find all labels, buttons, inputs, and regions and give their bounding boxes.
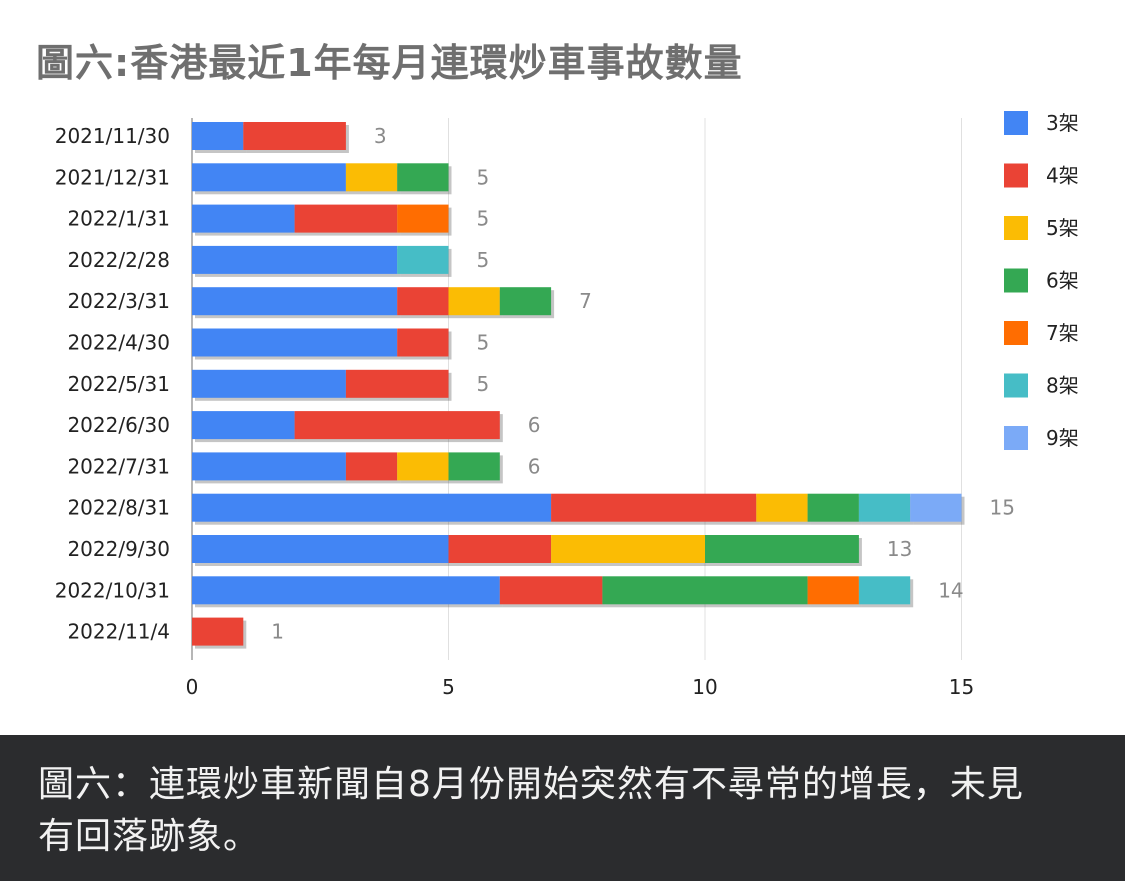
- bar-segment: [807, 576, 859, 605]
- legend-swatch: [1004, 373, 1028, 398]
- bar-total-label: 15: [990, 496, 1015, 520]
- category-label: 2021/11/30: [55, 124, 170, 148]
- category-axis: 2021/11/30 2021/12/31 2022/1/31 2022/2/28 20…: [55, 124, 170, 644]
- bar-segment: [192, 493, 552, 522]
- x-tick-label: 15: [949, 675, 974, 699]
- x-tick-label: 10: [692, 675, 717, 699]
- bar-segment: [192, 204, 295, 233]
- bar-total-label: 5: [477, 331, 490, 355]
- bar-segment: [397, 163, 449, 192]
- bar-total-label: 6: [528, 413, 541, 437]
- bar-segment: [397, 328, 449, 357]
- bar-series: [192, 122, 965, 649]
- bar-segment: [397, 245, 449, 274]
- legend-label: 3架: [1046, 111, 1079, 135]
- bar-segment: [192, 122, 244, 150]
- legend-swatch: [1004, 321, 1028, 345]
- bar-segment: [192, 535, 449, 563]
- bar-segment: [192, 411, 295, 440]
- category-label: 2022/7/31: [67, 454, 170, 478]
- legend-label: 8架: [1046, 374, 1079, 398]
- bar-total-label: 13: [887, 537, 912, 561]
- bar-total-label: 14: [938, 578, 963, 602]
- legend-label: 7架: [1046, 321, 1079, 345]
- legend-swatch: [1004, 111, 1028, 135]
- x-tick-label: 0: [186, 675, 199, 699]
- caption-bar: 圖六：連環炒車新聞自8月份開始突然有不尋常的增長，未見有回落跡象。: [0, 735, 1125, 881]
- bar-segment: [192, 617, 244, 646]
- category-label: 2022/6/30: [67, 413, 170, 437]
- bar-segment: [448, 287, 500, 316]
- category-label: 2022/9/30: [67, 537, 170, 561]
- bar-segment: [345, 163, 398, 192]
- stacked-bar-chart: 2021/11/30 2021/12/31 2022/1/31 2022/2/28 20…: [55, 111, 1079, 699]
- legend-swatch: [1004, 426, 1028, 450]
- legend-label: 9架: [1046, 426, 1079, 450]
- category-label: 2022/4/30: [67, 331, 170, 355]
- caption-text: 圖六：連環炒車新聞自8月份開始突然有不尋常的增長，未見有回落跡象。: [38, 764, 1024, 857]
- bar-segment: [705, 535, 859, 563]
- bar-total-label: 7: [579, 289, 592, 313]
- bar-segment: [192, 452, 346, 481]
- legend-label: 5架: [1046, 216, 1079, 240]
- category-label: 2022/5/31: [67, 372, 170, 396]
- bar-total-label: 5: [477, 248, 490, 272]
- bar-segment: [192, 369, 346, 398]
- legend-label: 4架: [1046, 164, 1079, 188]
- legend-swatch: [1004, 216, 1028, 240]
- bar-total-label: 1: [271, 620, 284, 644]
- bar-segment: [448, 452, 500, 481]
- legend-swatch: [1004, 268, 1028, 293]
- bar-segment: [192, 163, 346, 192]
- bar-total-label: 3: [374, 124, 387, 148]
- bar-segment: [551, 535, 705, 563]
- bar-segment: [192, 328, 398, 357]
- bar-segment: [192, 245, 398, 274]
- bar-segment: [448, 535, 552, 563]
- bar-segment: [243, 122, 346, 150]
- chart-figure: 圖六:香港最近1年每月連環炒車事故數量 2021/11/30 2021/12/31…: [36, 41, 1079, 699]
- bar-segment: [345, 452, 398, 481]
- bar-segment: [192, 287, 398, 316]
- bar-segment: [858, 493, 911, 522]
- legend: 3架 4架 5架 6架 7架 8架 9架: [1004, 111, 1079, 450]
- bar-segment: [807, 493, 859, 522]
- bar-segment: [499, 287, 552, 316]
- bar-segment: [397, 204, 449, 233]
- bar-segment: [294, 411, 500, 440]
- bar-segment: [397, 287, 449, 316]
- bar-segment: [551, 493, 757, 522]
- bar-segment: [192, 576, 500, 605]
- category-label: 2021/12/31: [55, 165, 170, 189]
- legend-label: 6架: [1046, 269, 1079, 293]
- legend-swatch: [1004, 163, 1028, 188]
- category-label: 2022/1/31: [67, 207, 170, 231]
- category-label: 2022/10/31: [55, 578, 170, 602]
- total-labels: 3 5 5 5 7 5 5 6 6 15 13 14 1: [271, 124, 1015, 644]
- bar-total-label: 5: [477, 207, 490, 231]
- value-axis: 0 5 10 15: [186, 675, 975, 699]
- bar-total-label: 5: [477, 372, 490, 396]
- chart-title: 圖六:香港最近1年每月連環炒車事故數量: [36, 41, 743, 85]
- category-label: 2022/2/28: [67, 248, 170, 272]
- bar-segment: [858, 576, 911, 605]
- bar-segment: [602, 576, 808, 605]
- bar-segment: [910, 493, 962, 522]
- bar-segment: [397, 452, 449, 481]
- category-label: 2022/3/31: [67, 289, 170, 313]
- bar-total-label: 6: [528, 454, 541, 478]
- bar-segment: [499, 576, 603, 605]
- category-label: 2022/11/4: [67, 620, 170, 644]
- x-tick-label: 5: [442, 675, 455, 699]
- bar-segment: [756, 493, 808, 522]
- bar-segment: [345, 369, 449, 398]
- bar-segment: [294, 204, 398, 233]
- bar-total-label: 5: [477, 165, 490, 189]
- category-label: 2022/8/31: [67, 496, 170, 520]
